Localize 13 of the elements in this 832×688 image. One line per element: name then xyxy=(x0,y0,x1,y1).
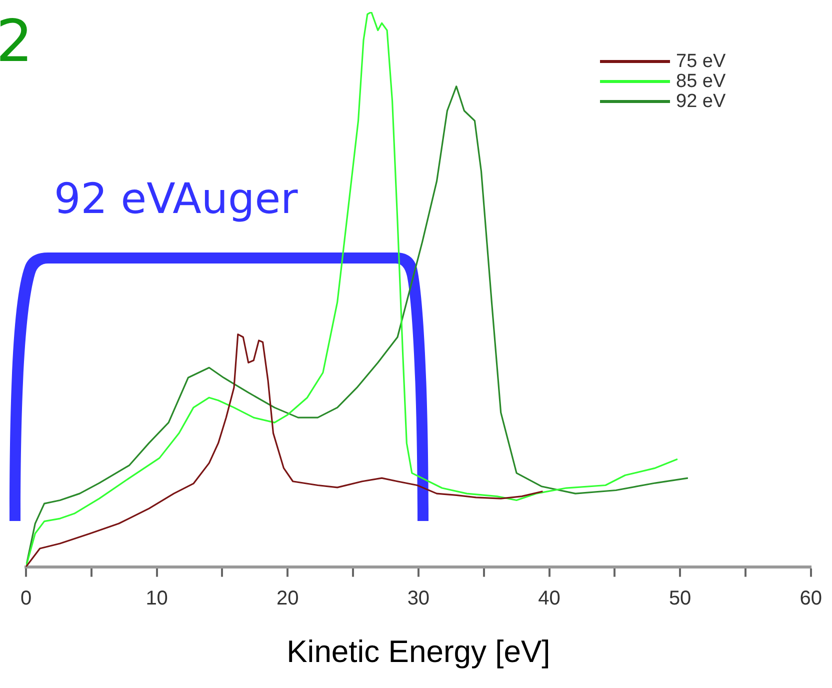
x-tick-label: 50 xyxy=(668,587,692,610)
x-tick-label: 20 xyxy=(276,587,299,610)
x-tick-label: 60 xyxy=(800,587,822,610)
x-tick-label: 10 xyxy=(146,587,168,610)
x-tick-label: 0 xyxy=(20,587,32,610)
annotation: 92 eVAuger xyxy=(54,174,298,223)
legend-label: 75 eV xyxy=(676,50,726,72)
x-tick-label: 40 xyxy=(538,587,560,610)
legend-label: 85 eV xyxy=(676,70,726,92)
legend-label: 92 eV xyxy=(676,90,726,112)
annotation: 2 xyxy=(0,7,33,75)
x-axis-title: Kinetic Energy [eV] xyxy=(286,634,550,669)
x-tick-label: 30 xyxy=(407,587,430,610)
